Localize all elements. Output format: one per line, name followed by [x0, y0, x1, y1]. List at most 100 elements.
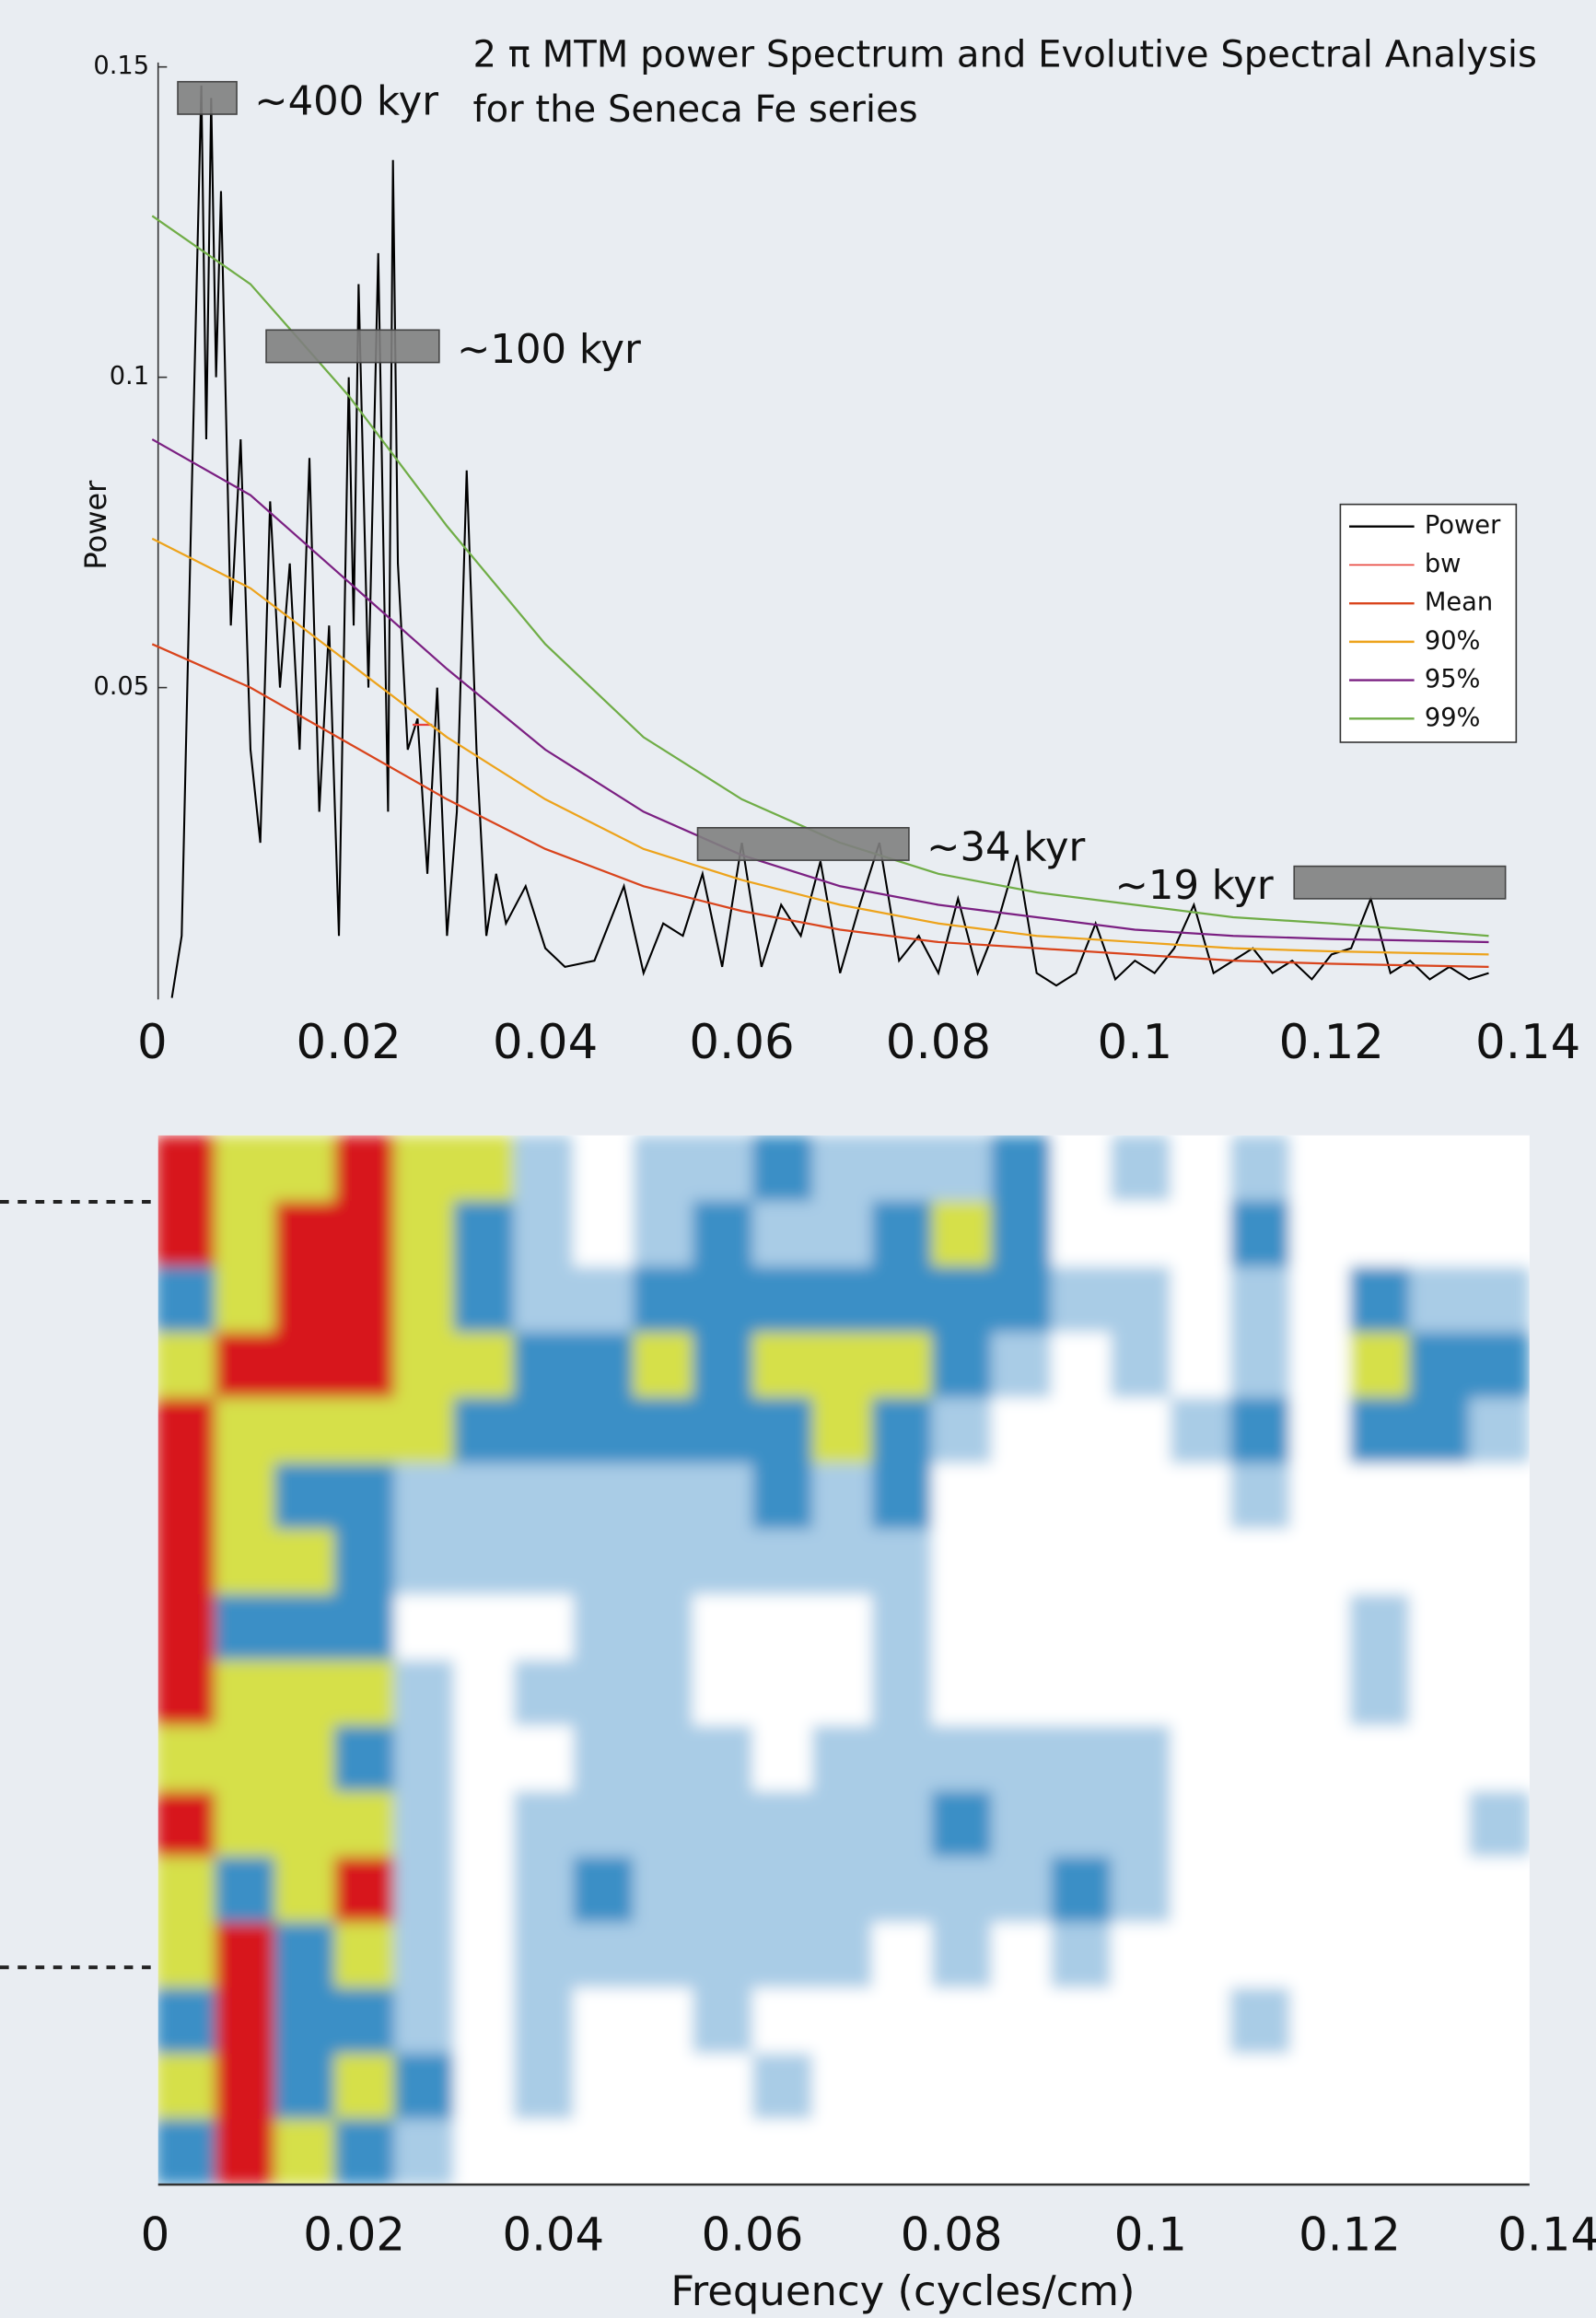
heat-cell [633, 1725, 693, 1792]
heat-cell [871, 1857, 933, 1924]
heat-cell [393, 1987, 455, 2055]
heat-cell [811, 1594, 873, 1661]
heat-cell [573, 1266, 635, 1334]
heat-cell [751, 2118, 813, 2185]
heat-cell [157, 1725, 216, 1792]
heat-cell [573, 1790, 635, 1858]
heat-cell [1229, 1462, 1291, 1530]
heat-cell [1170, 2118, 1231, 2185]
heat-cell [393, 1266, 455, 1334]
heat-cell [393, 2118, 455, 2185]
heat-cell [693, 1266, 753, 1334]
heat-cell [1469, 1135, 1530, 1202]
heat-cell [334, 1922, 395, 1989]
x-tick-label: 0.06 [689, 1015, 794, 1070]
heat-cell [393, 1135, 455, 1202]
heat-cell [811, 2053, 873, 2120]
heat-cell [633, 1266, 693, 1334]
heat-cell [1229, 1529, 1291, 1596]
heat-cell [1229, 1922, 1291, 1989]
heat-cell [1289, 1397, 1351, 1464]
heat-cell [1349, 1857, 1411, 1924]
heat-cell [931, 1332, 993, 1399]
heat-cell [1229, 1987, 1291, 2055]
heat-cell [215, 1594, 275, 1661]
heat-cell [393, 1462, 455, 1530]
heat-cell [693, 1660, 753, 1727]
heat-cell [1409, 1529, 1470, 1596]
heat-cell [1051, 1397, 1112, 1464]
heat-cell [693, 1529, 753, 1596]
heat-cell [334, 1397, 395, 1464]
legend-box [1339, 503, 1518, 743]
heat-cell [334, 1660, 395, 1727]
y-tick-label: 0.05 [93, 672, 149, 701]
heat-cell [573, 1332, 635, 1399]
heat-cell [1170, 1529, 1231, 1596]
heat-cell [1349, 1987, 1411, 2055]
heat-cell [931, 2118, 993, 2185]
heat-cell [1409, 1922, 1470, 1989]
band-label: ~19 kyr [1115, 863, 1274, 909]
heat-cell [1051, 1594, 1112, 1661]
heat-cell [693, 1332, 753, 1399]
heat-cell [573, 1987, 635, 2055]
heat-cell [1289, 1922, 1351, 1989]
heat-cell [751, 1857, 813, 1924]
legend-label: bw [1425, 550, 1462, 578]
heat-cell [1409, 1201, 1470, 1268]
y-tick-label: 0.15 [93, 52, 149, 80]
heat-cell [1111, 1857, 1171, 1924]
heat-cell [1409, 1135, 1470, 1202]
heat-cell [633, 1790, 693, 1858]
band-box [696, 827, 910, 861]
x-tick-label: 0.02 [303, 2207, 405, 2261]
heat-cell [931, 1462, 993, 1530]
heat-cell [453, 1857, 515, 1924]
heat-cell [751, 1135, 813, 1202]
heat-cell [991, 1135, 1053, 1202]
heat-cell [157, 1529, 216, 1596]
heat-cell [633, 1397, 693, 1464]
heat-cell [453, 1462, 515, 1530]
heat-cell [871, 1790, 933, 1858]
heat-cell [1469, 1201, 1530, 1268]
x-tick-label: 0.04 [502, 2207, 604, 2261]
heat-cell [393, 1201, 455, 1268]
heat-cell [693, 1790, 753, 1858]
heat-cell [334, 2053, 395, 2120]
heat-cell [274, 1594, 335, 1661]
heat-cell [991, 1725, 1053, 1792]
heat-cell [1409, 1987, 1470, 2055]
heat-cell [931, 1987, 993, 2055]
x-tick-label: 0 [137, 1015, 168, 1070]
heat-cell [215, 1397, 275, 1464]
heat-cell [274, 1462, 335, 1530]
heat-cell [1170, 1857, 1231, 1924]
heat-cell [513, 1725, 575, 1792]
heat-cell [274, 2053, 335, 2120]
x-tick-label: 0.1 [1114, 2207, 1187, 2261]
heat-cell [274, 1660, 335, 1727]
heat-cell [1051, 1462, 1112, 1530]
heat-cell [931, 1201, 993, 1268]
heat-cell [513, 1660, 575, 1727]
heat-cell [334, 1529, 395, 1596]
band-box [1293, 865, 1507, 900]
heat-cell [1469, 1857, 1530, 1924]
heat-cell [513, 2118, 575, 2185]
x-tick-label: 0.06 [702, 2207, 804, 2261]
heat-cell [1229, 1725, 1291, 1792]
heat-cell [573, 1922, 635, 1989]
heat-cell [1469, 1725, 1530, 1792]
heat-cell [871, 1135, 933, 1202]
heat-cell [157, 1790, 216, 1858]
heat-cell [1170, 1201, 1231, 1268]
heat-cell [1051, 1790, 1112, 1858]
heat-cell [1170, 1922, 1231, 1989]
heat-cell [991, 1857, 1053, 1924]
heat-cell [1111, 1660, 1171, 1727]
heat-cell [1349, 2118, 1411, 2185]
heat-cell [573, 1397, 635, 1464]
heat-cell [931, 2053, 993, 2120]
